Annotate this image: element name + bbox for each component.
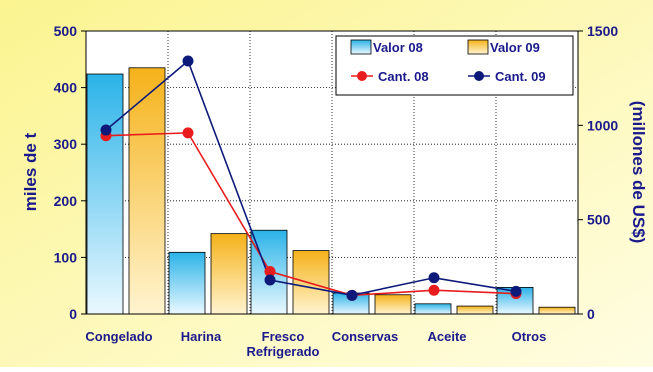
- point-cant-08: [182, 127, 194, 139]
- legend-label: Cant. 09: [495, 69, 546, 84]
- category-label: Congelado: [85, 329, 152, 344]
- line-cant-08: [105, 132, 517, 297]
- point-cant-09: [182, 55, 194, 67]
- category-label: Conservas: [332, 329, 398, 344]
- bar-valor-09: [374, 294, 412, 315]
- point-cant-09: [100, 124, 112, 136]
- legend-swatch: [467, 39, 489, 55]
- right-tick-label: 1000: [587, 117, 618, 133]
- legend-marker: [357, 71, 367, 81]
- left-tick-label: 100: [54, 249, 78, 265]
- legend-label: Valor 08: [373, 40, 423, 55]
- legend-box: [335, 35, 574, 96]
- right-axis-label: (millones de US$): [629, 101, 648, 244]
- bar-valor-09: [210, 233, 248, 315]
- legend: Valor 08 Valor 09 Cant. 08 Cant. 09: [335, 35, 574, 96]
- gridlines: [86, 31, 578, 314]
- category-label: Otros: [512, 329, 547, 344]
- left-tick-label: 0: [69, 306, 77, 322]
- left-tick-label: 300: [54, 136, 78, 152]
- category-label: Harina: [181, 329, 222, 344]
- bar-valor-08: [168, 251, 206, 315]
- bar-valor-09: [456, 305, 494, 315]
- right-tick-label: 500: [587, 212, 611, 228]
- bar-valor-09: [538, 306, 576, 315]
- bar-valor-09: [292, 250, 330, 315]
- left-tick-label: 200: [54, 193, 78, 209]
- right-tick-label: 0: [587, 306, 595, 322]
- left-tick-label: 500: [54, 23, 78, 39]
- left-axis-label: miles de t: [21, 132, 40, 211]
- bar-group: [86, 67, 576, 315]
- category-label: Aceite: [427, 329, 466, 344]
- legend-swatch: [350, 39, 372, 55]
- point-cant-09: [428, 272, 440, 284]
- legend-marker: [474, 71, 484, 81]
- plot-border: [85, 30, 579, 315]
- left-axis-ticks: 0 100 200 300 400 500: [54, 23, 86, 322]
- legend-label: Valor 09: [490, 40, 540, 55]
- right-tick-label: 1500: [587, 23, 618, 39]
- category-labels: Congelado Harina Fresco Refrigerado Conserva…: [85, 329, 546, 359]
- point-cant-09: [346, 289, 358, 301]
- category-label: Fresco Refrigerado: [247, 329, 320, 359]
- line-group: [100, 55, 522, 301]
- right-axis-ticks: 0 500 1000 1500: [578, 23, 618, 322]
- legend-label: Cant. 08: [378, 69, 429, 84]
- line-cant-09: [105, 59, 517, 297]
- left-tick-label: 400: [54, 80, 78, 96]
- point-cant-09: [510, 285, 522, 297]
- bar-valor-09: [128, 67, 166, 315]
- point-cant-08: [428, 284, 440, 296]
- bar-valor-08: [86, 73, 124, 315]
- point-cant-09: [264, 274, 276, 286]
- bar-valor-08: [414, 303, 452, 315]
